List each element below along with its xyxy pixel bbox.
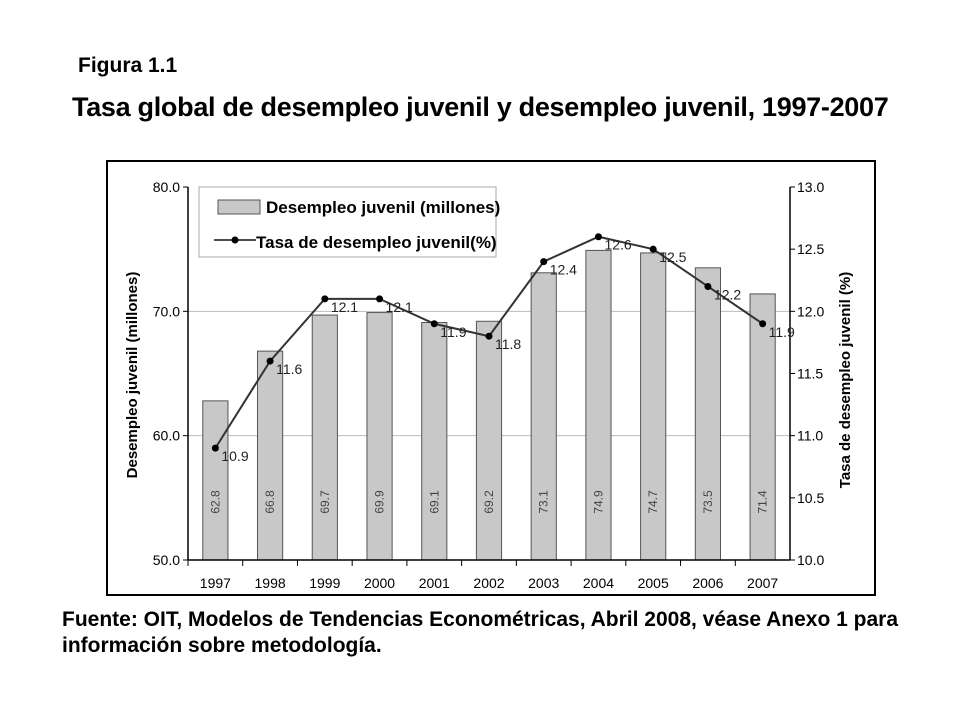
bar-2006 [694,267,721,561]
rate-label-2007: 11.9 [769,324,795,340]
figure-label: Figura 1.1 [78,54,178,77]
chart-title: Tasa global de desempleo juvenil y desem… [72,92,889,122]
bar-label-2002: 69.2 [482,490,496,514]
bar-label-1997: 62.8 [208,490,222,514]
legend-swatch-bars [217,199,261,215]
bar-label-1998: 66.8 [263,490,277,514]
bar-2004 [585,249,612,561]
y-tick-label: 60.0 [153,428,180,444]
bar-label-2000: 69.9 [373,490,387,514]
rate-point-2007 [759,320,767,328]
y2-tick-label: 12.0 [797,303,824,319]
rate-point-1999 [321,295,329,303]
rate-point-1997 [211,444,219,452]
x-tick-label: 2005 [638,575,669,591]
y2-tick-label: 11.5 [797,366,823,382]
x-tick-label: 2004 [583,575,614,591]
y-tick-label: 80.0 [153,179,180,195]
line-layer [211,233,767,452]
rate-point-2000 [376,295,384,303]
x-tick-label: 2000 [364,575,395,591]
rate-label-1999: 12.1 [331,299,358,315]
bar-label-2004: 74.9 [591,490,605,514]
x-tick-label: 1997 [200,575,231,591]
rate-point-2004 [594,233,602,241]
rate-point-1998 [266,357,274,365]
rate-label-2006: 12.2 [714,286,741,302]
bar-1998 [257,350,284,561]
legend-box [198,186,497,258]
bar-2002 [475,320,503,561]
bar-1999 [311,314,338,561]
rate-label-2001: 11.9 [440,324,466,340]
labels-layer: 62.8 66.8 69.7 69.9 69.1 69.2 73.1 74.9 74.7 73.5… [208,237,795,514]
x-tick-label: 2003 [528,575,559,591]
bars-layer [202,249,776,561]
rate-label-2002: 11.8 [495,336,521,352]
rate-label-2005: 12.5 [659,249,686,265]
x-tick-label: 1999 [309,575,340,591]
bar-1997 [202,400,229,561]
bar-2000 [366,312,393,561]
x-tick-label: 2007 [747,575,778,591]
y-axis-label: Desempleo juvenil (millones) [124,272,141,479]
bar-2001 [421,322,448,561]
y2-tick-label: 10.0 [797,552,824,568]
rate-label-2003: 12.4 [550,262,577,278]
x-tick-label: 1998 [255,575,286,591]
bar-label-2003: 73.1 [537,490,551,514]
axes-layer: 50.0 60.0 70.0 80.0 10.0 10.5 11.0 11.5 12.0 12.5… [153,179,825,591]
y-tick-label: 50.0 [153,552,180,568]
y2-tick-label: 11.0 [797,428,823,444]
y2-axis-label: Tasa de desempleo juvenil (%) [837,272,854,488]
y2-tick-label: 10.5 [797,490,824,506]
x-tick-label: 2001 [419,575,450,591]
rate-point-2006 [704,282,712,290]
rate-point-2005 [649,245,657,253]
bar-label-2006: 73.5 [701,490,715,514]
legend-entry-line: Tasa de desempleo juvenil(%) [256,233,497,252]
rate-label-2004: 12.6 [604,237,631,253]
rate-label-2000: 12.1 [386,299,413,315]
rate-point-2003 [540,258,548,266]
legend-swatch-marker [231,236,239,244]
bar-2005 [640,252,667,561]
x-tick-label: 2006 [692,575,723,591]
bar-label-1999: 69.7 [318,490,332,514]
rate-label-1998: 11.6 [276,361,302,377]
y2-tick-label: 12.5 [797,241,824,257]
bar-label-2007: 71.4 [756,490,770,514]
y2-tick-label: 13.0 [797,179,824,195]
bar-label-2005: 74.7 [646,490,660,514]
bar-label-2001: 69.1 [427,490,441,514]
rate-point-2001 [430,320,438,328]
legend: Desempleo juvenil (millones) Tasa de des… [198,186,500,258]
source-note: Fuente: OIT, Modelos de Tendencias Econo… [62,608,899,657]
y-tick-label: 70.0 [153,303,180,319]
bar-2007 [749,293,776,561]
rate-label-1997: 10.9 [221,448,248,464]
rate-point-2002 [485,332,493,340]
x-tick-label: 2002 [473,575,504,591]
legend-entry-bars: Desempleo juvenil (millones) [266,198,500,217]
bar-2003 [530,272,557,561]
